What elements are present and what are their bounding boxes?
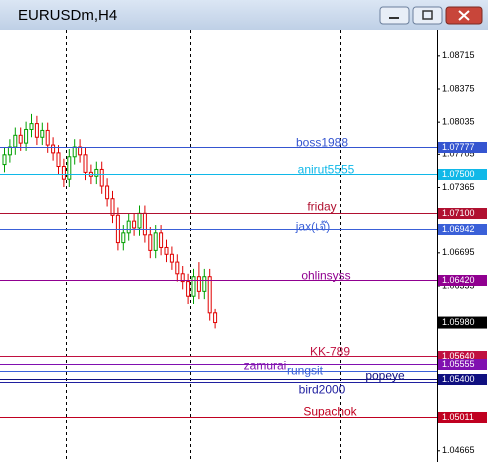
candle-body xyxy=(13,134,18,148)
y-tick-label: 1.07705 xyxy=(442,149,475,159)
candle-body xyxy=(142,212,147,236)
candle-body xyxy=(202,276,207,292)
candle-body xyxy=(126,220,131,234)
level-axis-box xyxy=(438,275,487,286)
y-tick-label: 1.08375 xyxy=(442,83,475,93)
level-name: jax(เจ๊) xyxy=(295,220,330,234)
level-axis-label: 1.05400 xyxy=(442,374,475,384)
minimize-icon xyxy=(389,17,399,19)
level-axis-box xyxy=(438,351,487,362)
level-axis-box xyxy=(438,374,487,385)
candle-body xyxy=(175,261,180,275)
y-tick-label: 1.04665 xyxy=(442,445,475,455)
level-name: friday xyxy=(307,200,336,214)
level-axis-box xyxy=(438,169,487,180)
level-name: bird2000 xyxy=(299,383,346,397)
level-axis-box xyxy=(438,224,487,235)
y-tick-label: 1.08035 xyxy=(442,117,475,127)
level-name: popeye xyxy=(365,369,405,383)
candle-body xyxy=(213,312,218,324)
level-axis-label: 1.07777 xyxy=(442,142,475,152)
candle-body xyxy=(18,134,23,144)
candle-body xyxy=(164,246,169,255)
level-name: ohlinsyss xyxy=(301,269,350,283)
current-price-box xyxy=(438,316,487,329)
candle-body xyxy=(180,273,185,283)
level-axis-label: 1.07500 xyxy=(442,169,475,179)
candle-body xyxy=(132,220,137,229)
restore-icon xyxy=(422,10,433,20)
candle-body xyxy=(78,146,83,156)
level-name: KK-789 xyxy=(310,345,350,359)
candle-body xyxy=(2,154,7,166)
candle-body xyxy=(153,232,158,251)
candle-body xyxy=(186,281,191,297)
candle-body xyxy=(121,232,126,244)
candle-body xyxy=(105,185,110,200)
restore-button[interactable] xyxy=(412,6,443,25)
candle-body xyxy=(45,129,50,146)
y-tick-label: 1.07365 xyxy=(442,182,475,192)
y-tick-label: 1.06695 xyxy=(442,247,475,257)
candle-body xyxy=(159,232,164,248)
close-icon xyxy=(458,10,470,21)
level-axis-label: 1.06420 xyxy=(442,275,475,285)
candle-body xyxy=(207,276,212,314)
candle-body xyxy=(7,146,12,156)
candle-body xyxy=(24,128,29,144)
level-axis-label: 1.05555 xyxy=(442,359,475,369)
candle-body xyxy=(51,144,56,154)
window-buttons[interactable] xyxy=(379,6,483,25)
candle-body xyxy=(137,212,142,229)
y-tick-label: 1.08715 xyxy=(442,50,475,60)
level-axis-label: 1.05011 xyxy=(442,412,474,422)
level-axis-label: 1.07100 xyxy=(442,208,475,218)
level-axis-box xyxy=(438,412,487,423)
level-name: boss1988 xyxy=(296,136,348,150)
candle-body xyxy=(169,253,174,263)
candle-body xyxy=(196,276,201,292)
candle-body xyxy=(83,154,88,173)
candle-body xyxy=(34,123,39,138)
chart-area xyxy=(0,30,488,462)
current-price-label: 1.05980 xyxy=(442,317,475,327)
candle-body xyxy=(56,152,61,168)
candle-body xyxy=(115,214,120,244)
level-axis-box xyxy=(438,142,487,153)
candle-body xyxy=(99,168,104,187)
candle-body xyxy=(67,156,72,180)
level-axis-box xyxy=(438,208,487,219)
minimize-button[interactable] xyxy=(379,6,410,25)
candle-body xyxy=(94,168,99,177)
level-name: rungsit xyxy=(287,364,324,378)
period-separators xyxy=(66,30,341,462)
level-name: zamurai xyxy=(244,359,287,373)
candle-body xyxy=(40,129,45,138)
candle-body xyxy=(61,166,66,180)
candle-body xyxy=(191,276,196,297)
candle-body xyxy=(148,234,153,251)
window-title: EURUSDm,H4 xyxy=(18,7,117,24)
candle-body xyxy=(110,198,115,216)
level-axis-box xyxy=(438,359,487,370)
level-axis-label: 1.05640 xyxy=(442,351,475,361)
level-axis-label: 1.06942 xyxy=(442,224,475,234)
candle-body xyxy=(29,123,34,130)
level-name: anirut5555 xyxy=(298,163,355,177)
level-name: Supachok xyxy=(303,405,357,419)
candle-body xyxy=(72,146,77,158)
